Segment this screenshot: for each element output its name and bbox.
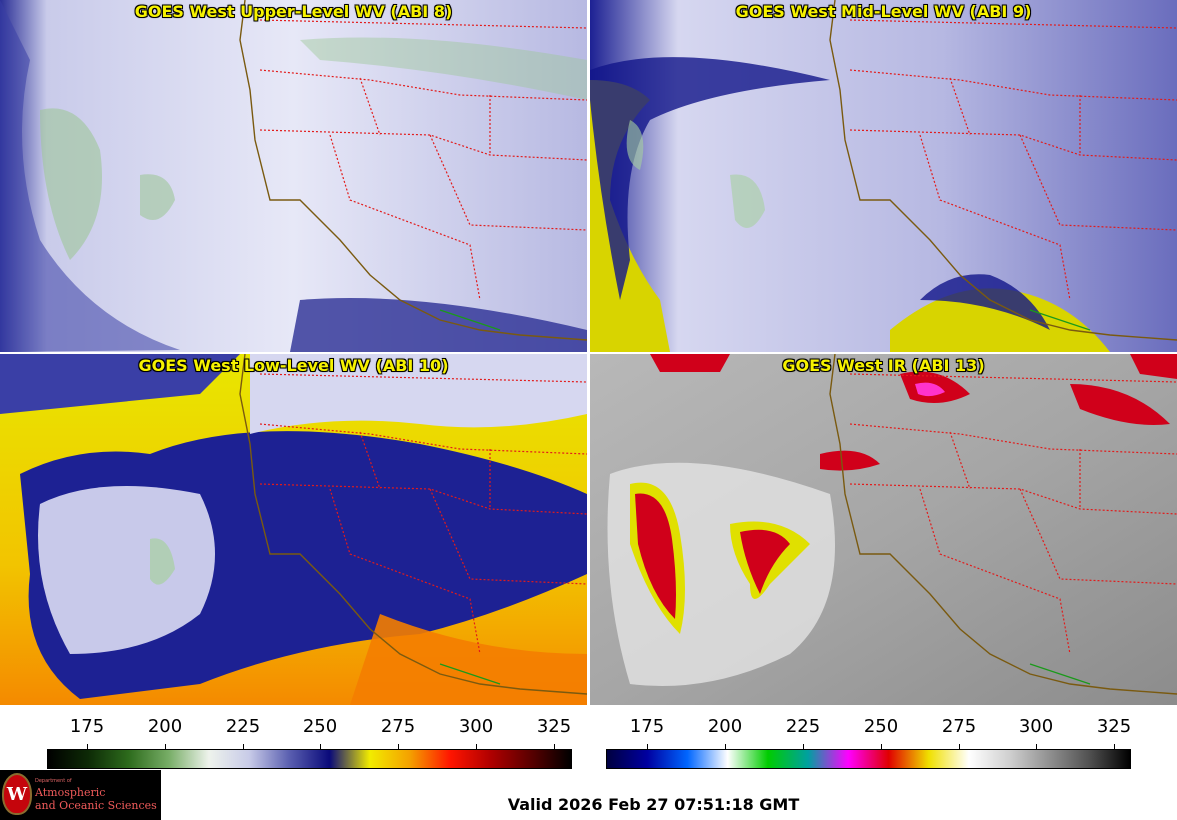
satellite-image-low-wv: [0, 354, 587, 705]
wv-colorbar-tick-labels: 175 200 225 250 275 300 325: [0, 716, 587, 740]
tick-label: 300: [1018, 716, 1054, 737]
tick-label: 325: [536, 716, 572, 737]
wv-colorbar: [47, 749, 572, 769]
panel-title: GOES West IR (ABI 13): [782, 356, 985, 375]
tick-label: 275: [941, 716, 977, 737]
panel-mid-level-wv: GOES West Mid-Level WV (ABI 9): [590, 0, 1177, 352]
panel-infrared: GOES West IR (ABI 13): [590, 354, 1177, 705]
tick-label: 175: [69, 716, 105, 737]
ir-colorbar: [606, 749, 1131, 769]
tick-label: 200: [147, 716, 183, 737]
tick-mark: [725, 744, 726, 749]
tick-mark: [243, 744, 244, 749]
tick-mark: [1114, 744, 1115, 749]
tick-label: 200: [707, 716, 743, 737]
tick-mark: [87, 744, 88, 749]
tick-label: 225: [225, 716, 261, 737]
satellite-image-mid-wv: [590, 0, 1177, 352]
tick-mark: [803, 744, 804, 749]
tick-mark: [476, 744, 477, 749]
tick-label: 300: [458, 716, 494, 737]
tick-mark: [554, 744, 555, 749]
aos-logo: W Department of Atmospheric and Oceanic …: [0, 770, 161, 820]
panel-title: GOES West Low-Level WV (ABI 10): [138, 356, 449, 375]
tick-label: 250: [863, 716, 899, 737]
uw-seal-icon: W: [2, 773, 32, 815]
valid-time: Valid 2026 Feb 27 07:51:18 GMT: [507, 795, 800, 814]
tick-mark: [881, 744, 882, 749]
ir-colorbar-tick-labels: 175 200 225 250 275 300 325: [0, 716, 1177, 740]
logo-line-1: Atmospheric: [35, 786, 106, 799]
tick-mark: [165, 744, 166, 749]
tick-label: 175: [629, 716, 665, 737]
tick-mark: [959, 744, 960, 749]
tick-mark: [647, 744, 648, 749]
tick-mark: [320, 744, 321, 749]
logo-line-2: and Oceanic Sciences: [35, 799, 157, 812]
tick-mark: [1036, 744, 1037, 749]
tick-mark: [398, 744, 399, 749]
tick-label: 225: [785, 716, 821, 737]
panel-title: GOES West Mid-Level WV (ABI 9): [735, 2, 1032, 21]
tick-label: 325: [1096, 716, 1132, 737]
panel-upper-level-wv: GOES West Upper-Level WV (ABI 8): [0, 0, 587, 352]
panel-low-level-wv: GOES West Low-Level WV (ABI 10): [0, 354, 587, 705]
tick-label: 250: [302, 716, 338, 737]
logo-dept-text: Department of: [35, 778, 72, 784]
panel-title: GOES West Upper-Level WV (ABI 8): [134, 2, 453, 21]
tick-label: 275: [380, 716, 416, 737]
satellite-image-upper-wv: [0, 0, 587, 352]
satellite-image-ir: [590, 354, 1177, 705]
